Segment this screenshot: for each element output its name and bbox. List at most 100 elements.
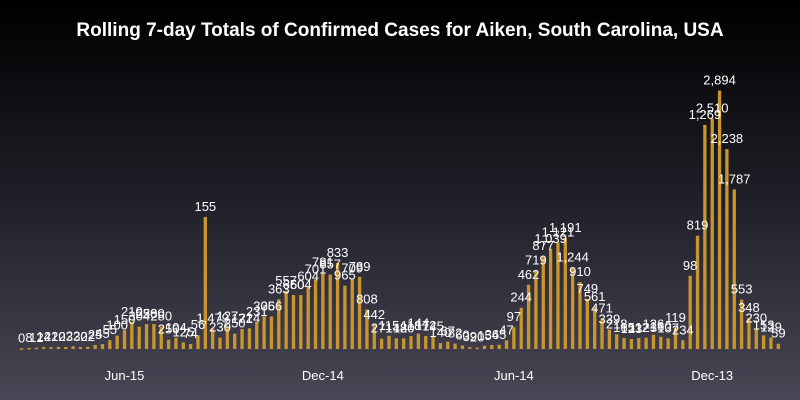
bar-22 (181, 342, 185, 349)
bar-49 (379, 338, 384, 349)
data-label: 12 (29, 330, 43, 345)
bar-7 (71, 346, 75, 349)
bar-25 (203, 216, 207, 349)
bar-32 (255, 321, 259, 349)
bar-85 (644, 337, 648, 349)
data-label: 218 (606, 316, 628, 331)
data-label: 140 (430, 325, 452, 340)
bar-90 (681, 340, 685, 349)
data-label: 210 (121, 304, 143, 319)
data-label: 280 (143, 306, 165, 321)
bar-9 (86, 346, 90, 349)
data-label: 22 (81, 329, 95, 344)
bar-73 (556, 242, 560, 349)
bar-17 (144, 323, 149, 349)
bar-19 (159, 326, 163, 349)
bar-15 (130, 321, 134, 349)
data-label: 165 (613, 320, 635, 335)
data-label: 137 (657, 320, 679, 335)
data-label: 172 (415, 318, 437, 333)
data-label: 2,894 (703, 73, 736, 88)
bar-91 (688, 275, 692, 349)
bar-69 (526, 284, 531, 349)
bar-57 (438, 343, 443, 349)
bar-46 (357, 276, 362, 349)
data-labels-group: 0 812142120232230222545551001502103042502… (18, 73, 786, 346)
bar-40 (313, 279, 318, 349)
data-label: 144 (408, 316, 430, 331)
data-label: 153 (753, 317, 775, 332)
data-label: 280 (150, 309, 172, 324)
data-label: 250 (158, 322, 180, 337)
data-label: 1,121 (542, 225, 575, 240)
bar-0 (20, 348, 24, 350)
data-label: 112 (628, 320, 649, 335)
data-label: 59 (771, 326, 785, 341)
data-label: 553 (731, 282, 753, 297)
data-label: 123 (621, 321, 643, 336)
data-label: 701 (305, 261, 327, 276)
data-label: 709 (341, 261, 363, 276)
data-label: 74 (183, 326, 197, 341)
bar-55 (424, 336, 428, 349)
bar-83 (629, 339, 634, 349)
data-label: 857 (319, 257, 341, 272)
data-label: 819 (687, 218, 709, 233)
bar-13 (115, 335, 119, 349)
data-label: 8 (25, 330, 32, 345)
bar-20 (166, 339, 171, 349)
data-label: 1,479 (196, 310, 229, 325)
data-label: 348 (738, 300, 760, 315)
bar-70 (534, 270, 538, 349)
bar-51 (394, 338, 398, 349)
bar-66 (504, 340, 509, 349)
data-label: 30 (73, 329, 87, 344)
bar-21 (174, 337, 178, 349)
data-label: 60 (455, 328, 469, 343)
data-label: 45 (95, 326, 109, 341)
data-label: 1,039 (534, 231, 567, 246)
data-label: 67 (441, 324, 455, 339)
bar-53 (409, 336, 413, 349)
bar-103 (776, 343, 780, 349)
bar-10 (93, 344, 97, 349)
data-label: 20 (470, 330, 484, 345)
bar-31 (247, 328, 252, 349)
data-label: 20 (51, 329, 65, 344)
bar-95 (717, 90, 722, 349)
bar-92 (695, 235, 700, 349)
data-label: 0 (18, 330, 25, 345)
bar-77 (585, 298, 589, 349)
bar-47 (365, 309, 369, 349)
data-label: 150 (114, 312, 136, 327)
data-label: 1,191 (549, 220, 582, 235)
bar-80 (607, 329, 612, 349)
bar-93 (703, 124, 707, 349)
bar-48 (372, 324, 376, 349)
data-label: 471 (591, 301, 613, 316)
data-label: 363 (268, 281, 290, 296)
bar-12 (108, 340, 112, 349)
bar-45 (350, 278, 354, 349)
bar-67 (512, 327, 516, 349)
bar-52 (402, 338, 406, 349)
bar-72 (548, 248, 553, 349)
data-label: 250 (224, 316, 246, 331)
data-label: 965 (334, 268, 356, 283)
bar-59 (453, 343, 457, 349)
bar-75 (570, 267, 575, 349)
data-label: 56 (191, 317, 205, 332)
data-label: 230 (745, 310, 767, 325)
bar-29 (233, 333, 237, 349)
data-label: 561 (584, 289, 606, 304)
data-label: 244 (510, 290, 532, 305)
data-label: 808 (356, 292, 378, 307)
data-label: 604 (290, 277, 312, 292)
x-tick-label: Dec-14 (302, 368, 344, 383)
data-label: 100 (106, 318, 128, 333)
bar-74 (563, 237, 567, 349)
data-label: 250 (136, 306, 158, 321)
data-label: 15 (477, 328, 491, 343)
bar-98 (739, 299, 744, 349)
